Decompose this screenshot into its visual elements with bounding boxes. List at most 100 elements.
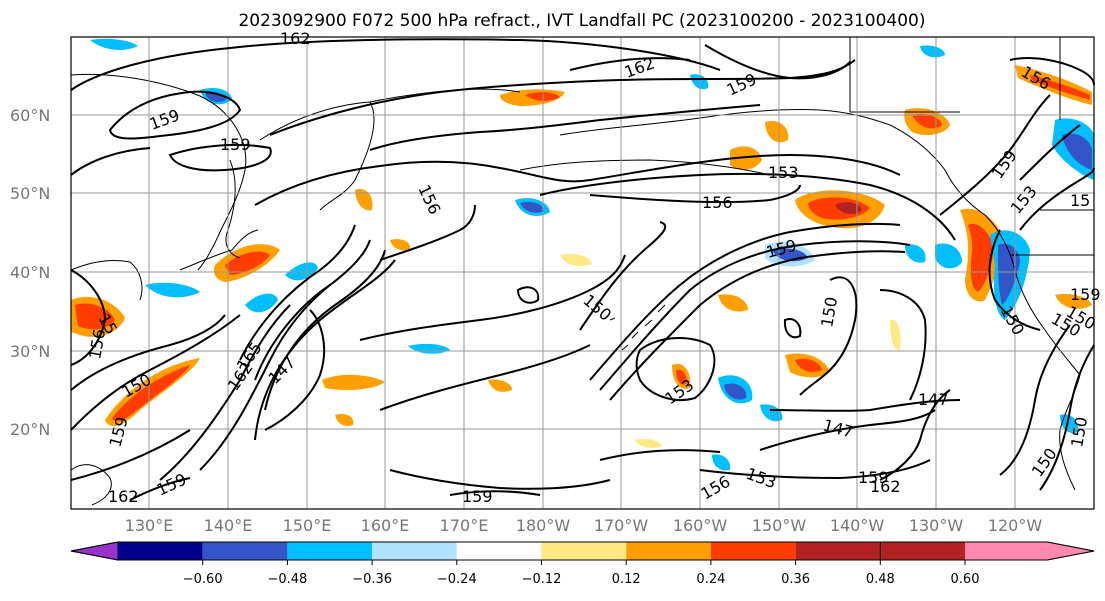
contour-line — [539, 172, 956, 241]
negative-anomaly-patch — [1062, 133, 1092, 170]
lon-label: 170°E — [440, 516, 489, 535]
contour-label: 15 — [1070, 191, 1090, 210]
contour-line — [264, 249, 386, 411]
positive-anomaly-patch — [1055, 294, 1092, 309]
negative-anomaly-patch — [285, 262, 318, 281]
negative-anomaly-patch — [1060, 414, 1079, 434]
contour-label: 162 — [280, 29, 311, 48]
contour-label: 159 — [462, 487, 493, 506]
contour-line — [1009, 57, 1095, 86]
contour-line — [254, 259, 396, 441]
colorbar-segment — [710, 542, 796, 560]
contour-line — [199, 284, 331, 471]
contour-line — [783, 318, 802, 339]
contour-label: 162 — [870, 477, 901, 496]
colorbar-segment — [287, 542, 373, 560]
negative-anomaly-patch — [905, 244, 926, 263]
colorbar-tick-label: −0.12 — [522, 572, 562, 587]
contour-line — [70, 38, 721, 91]
contour-line — [699, 459, 931, 480]
colorbar-tick-label: 0.48 — [866, 572, 895, 587]
contour-line — [369, 104, 761, 151]
coastline — [70, 259, 143, 301]
refractivity-contours — [70, 38, 1095, 501]
contour-line — [1039, 344, 1095, 491]
contour-line — [1019, 124, 1081, 181]
contour-line — [879, 389, 951, 481]
contour-line — [70, 314, 241, 431]
lon-label: 140°E — [204, 516, 253, 535]
colorbar-tick-label: 0.24 — [696, 572, 725, 587]
contour-line — [1019, 167, 1095, 231]
positive-anomaly-patch — [676, 369, 687, 385]
negative-anomaly-patch — [90, 38, 138, 50]
colorbar-segment — [118, 542, 203, 560]
positive-anomaly-patch — [112, 365, 190, 422]
contour-line — [108, 90, 242, 140]
coastline — [889, 124, 1081, 376]
contour-line — [704, 44, 851, 80]
contour-line — [264, 309, 326, 431]
coastline — [259, 101, 375, 211]
negative-anomaly-patch — [145, 282, 200, 298]
negative-anomaly-patch — [724, 383, 747, 400]
colorbar-tick-label: 0.60 — [951, 572, 980, 587]
colorbar-segment — [202, 542, 288, 560]
colorbar-segment — [541, 542, 627, 560]
colorbar-segment — [626, 542, 711, 560]
positive-anomaly-patch — [765, 120, 789, 143]
lon-label: 130°E — [125, 516, 174, 535]
positive-anomaly-patch — [968, 223, 994, 292]
colorbar-tick-label: 0.36 — [781, 572, 810, 587]
map-frame — [70, 36, 1095, 510]
positive-anomaly-patch — [560, 254, 592, 266]
negative-anomaly-patch — [935, 243, 962, 269]
contour-label: 156 — [702, 193, 733, 212]
contour-label: 159 — [858, 468, 889, 487]
colorbar-outline — [70, 541, 1095, 561]
contour-line — [239, 224, 356, 361]
lat-label: 60°N — [10, 106, 50, 125]
contour-line — [70, 429, 191, 481]
map-panel: 162 162 159 159 159 153 156 156 159 150 … — [70, 29, 1101, 510]
positive-anomaly-patch — [390, 239, 411, 251]
coastline — [559, 108, 891, 136]
colorbar-min-extend — [70, 541, 119, 561]
contour-line — [569, 57, 691, 71]
lat-label: 50°N — [10, 184, 50, 203]
negative-anomaly-patch — [760, 404, 783, 422]
coastline — [70, 73, 247, 271]
negative-anomaly-patch — [690, 74, 709, 90]
colorbar-ticks — [202, 560, 966, 565]
contour-label: 162 — [108, 487, 139, 506]
negative-anomaly-patch — [245, 293, 278, 313]
colorbar-segment — [795, 542, 881, 560]
lon-label: 150°E — [283, 516, 332, 535]
gridlines — [71, 37, 1094, 509]
contour-line — [70, 269, 107, 366]
contour-line — [759, 409, 936, 451]
colorbar-tick-label: −0.48 — [267, 572, 307, 587]
contour-line — [589, 184, 801, 204]
positive-anomaly-patch — [635, 438, 662, 448]
coastline — [609, 304, 666, 351]
contour-line — [159, 304, 291, 481]
contour-line — [449, 490, 541, 496]
contour-line — [379, 204, 476, 261]
colorbar-tick-label: −0.24 — [437, 572, 477, 587]
positive-anomaly-patch — [912, 114, 942, 129]
longitude-labels: 130°E 140°E 150°E 160°E 170°E 180°W 170°… — [125, 516, 1043, 535]
figure-title: 2023092900 F072 500 hPa refract., IVT La… — [238, 11, 925, 31]
colorbar-tick-label: 0.12 — [612, 572, 641, 587]
positive-anomaly-patch — [355, 189, 373, 211]
contour-line — [999, 324, 1071, 476]
latitude-labels: 60°N 50°N 40°N 30°N 20°N — [10, 106, 50, 439]
lon-label: 170°W — [594, 516, 649, 535]
anomaly-fill-patches — [71, 38, 1094, 471]
contour-label: 159 — [1070, 285, 1101, 304]
contour-line — [516, 286, 540, 304]
contour-line — [359, 254, 626, 341]
contour-line — [879, 289, 927, 401]
colorbar-tick-label: −0.36 — [352, 572, 392, 587]
